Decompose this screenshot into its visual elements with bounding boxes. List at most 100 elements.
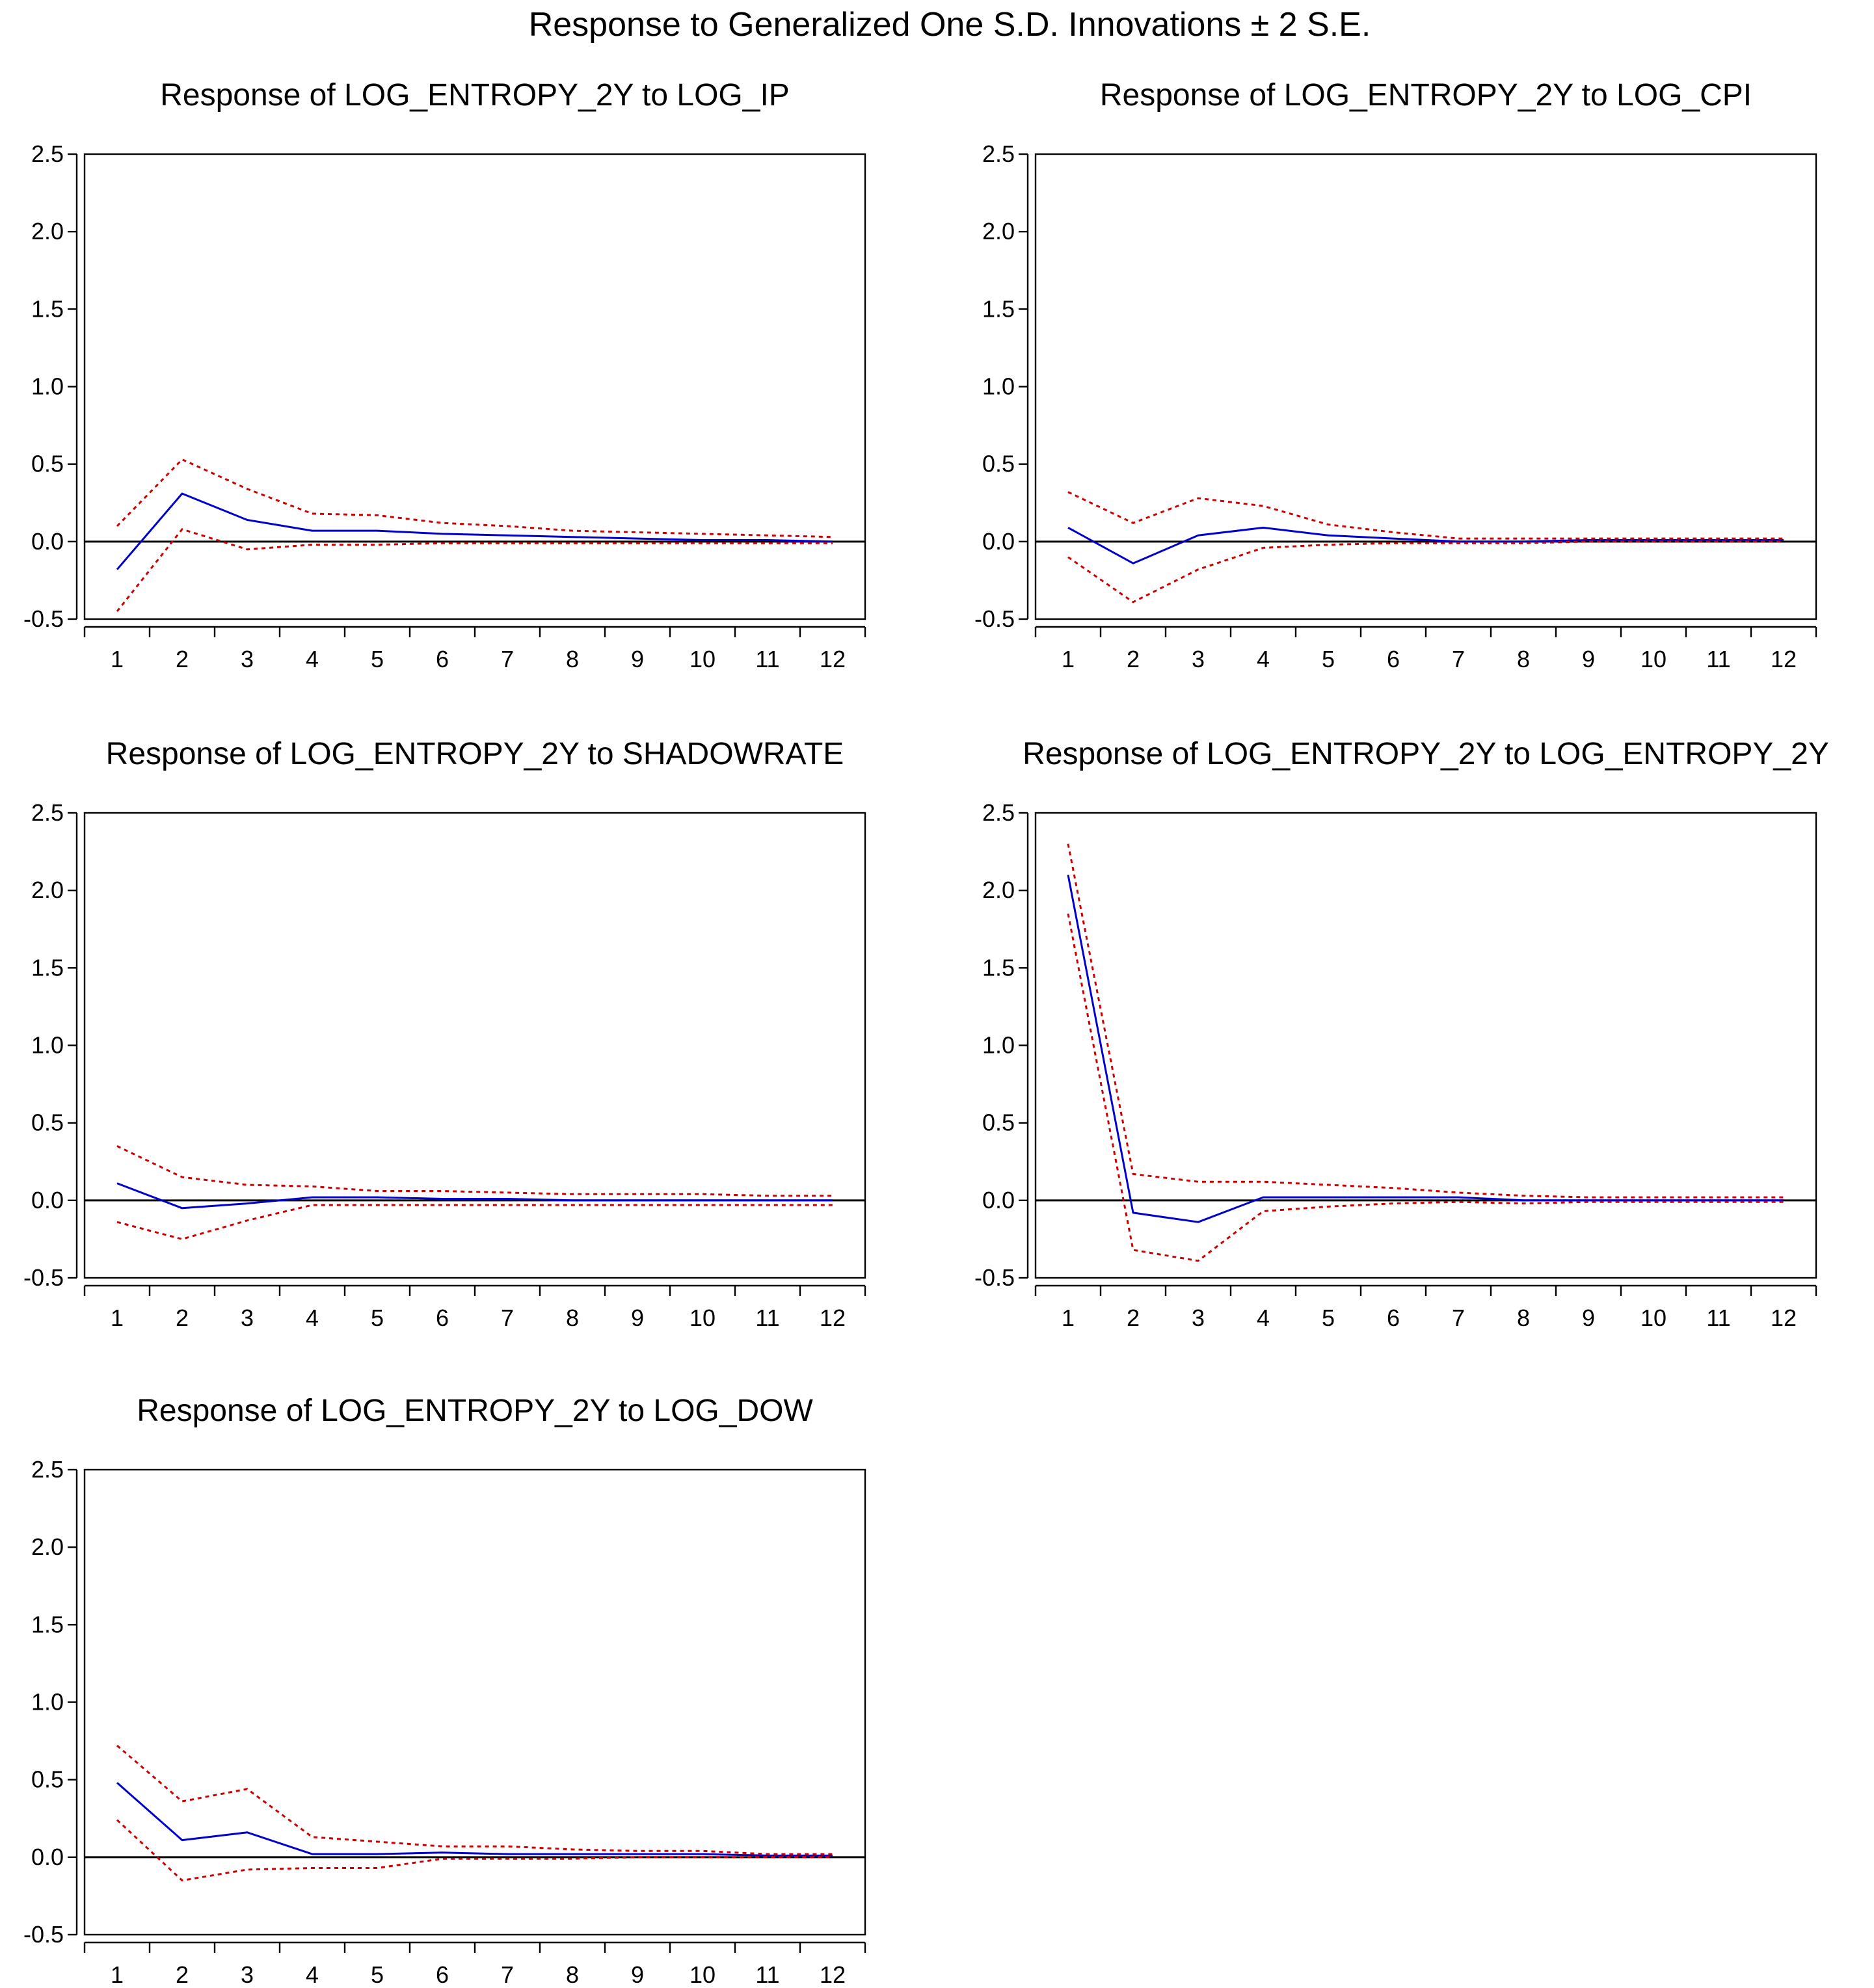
y-tick-label: 1.5 xyxy=(31,1611,64,1637)
x-tick-label: 1 xyxy=(111,1961,124,1988)
panel-title: Response of LOG_ENTROPY_2Y to SHADOWRATE xyxy=(106,737,844,771)
band-upper-line xyxy=(116,1745,833,1855)
y-tick-label: 2.0 xyxy=(982,218,1015,245)
y-tick-label: 1.0 xyxy=(31,1689,64,1716)
y-tick-label: 1.5 xyxy=(982,954,1015,981)
y-tick-label: -0.5 xyxy=(23,605,64,632)
panel-title: Response of LOG_ENTROPY_2Y to LOG_ENTROP… xyxy=(1023,737,1829,771)
plot-frame xyxy=(83,153,866,620)
band-upper-line xyxy=(1067,491,1784,540)
x-tick-label: 9 xyxy=(631,646,644,672)
y-tick-label: 0.0 xyxy=(31,1844,64,1870)
response-line xyxy=(116,1782,833,1857)
x-tick-label: 12 xyxy=(1771,646,1797,672)
x-tick-label: 4 xyxy=(1257,646,1270,672)
x-tick-label: 11 xyxy=(755,646,779,672)
x-tick-label: 7 xyxy=(1452,1305,1465,1331)
x-tick-label: 3 xyxy=(1192,1305,1205,1331)
y-tick-label: 0.5 xyxy=(982,1109,1015,1136)
y-tick-label: 2.5 xyxy=(31,140,64,167)
x-tick-label: 9 xyxy=(1582,1305,1595,1331)
y-tick-label: 2.5 xyxy=(982,799,1015,826)
y-tick-label: 2.0 xyxy=(31,877,64,903)
band-upper-line xyxy=(116,458,833,538)
y-tick-label: 0.5 xyxy=(31,1766,64,1793)
panel-3: Response of LOG_ENTROPY_2Y to SHADOWRATE… xyxy=(23,737,866,1331)
y-tick-label: 0.0 xyxy=(982,1187,1015,1213)
x-tick-label: 7 xyxy=(1452,646,1465,672)
x-tick-label: 12 xyxy=(1771,1305,1797,1331)
x-tick-label: 4 xyxy=(1257,1305,1270,1331)
y-tick-label: 1.0 xyxy=(31,373,64,400)
x-tick-label: 12 xyxy=(820,646,846,672)
x-tick-label: 9 xyxy=(631,1961,644,1988)
y-tick-label: 1.5 xyxy=(31,954,64,981)
x-tick-label: 5 xyxy=(371,646,384,672)
x-tick-label: 5 xyxy=(1322,1305,1335,1331)
plot-frame xyxy=(1034,153,1817,620)
x-tick-label: 5 xyxy=(1322,646,1335,672)
x-tick-label: 10 xyxy=(689,1305,716,1331)
y-tick-label: 0.5 xyxy=(982,451,1015,477)
y-tick-label: 0.0 xyxy=(31,528,64,555)
y-tick-label: 2.5 xyxy=(31,1456,64,1483)
response-line xyxy=(116,492,833,570)
plot-frame xyxy=(83,812,866,1279)
figure-title: Response to Generalized One S.D. Innovat… xyxy=(529,6,1371,44)
x-tick-label: 12 xyxy=(820,1961,846,1988)
x-tick-label: 2 xyxy=(176,1961,189,1988)
band-upper-line xyxy=(1067,843,1784,1199)
x-tick-label: 11 xyxy=(1706,1305,1730,1331)
x-tick-label: 6 xyxy=(436,1305,449,1331)
x-tick-label: 10 xyxy=(1640,646,1667,672)
y-tick-label: 1.0 xyxy=(31,1032,64,1059)
y-tick-label: -0.5 xyxy=(974,1264,1015,1291)
y-tick-label: 2.0 xyxy=(982,877,1015,903)
x-tick-label: 5 xyxy=(371,1961,384,1988)
x-tick-label: 2 xyxy=(176,1305,189,1331)
panel-2: Response of LOG_ENTROPY_2Y to LOG_CPI -0.… xyxy=(974,78,1817,672)
x-tick-label: 3 xyxy=(1192,646,1205,672)
y-tick-label: -0.5 xyxy=(23,1921,64,1948)
response-line xyxy=(1067,875,1784,1223)
band-upper-line xyxy=(116,1145,833,1197)
x-tick-label: 6 xyxy=(1387,646,1400,672)
band-lower-line xyxy=(116,1204,833,1240)
x-tick-label: 8 xyxy=(1517,646,1530,672)
x-tick-label: 7 xyxy=(501,1305,514,1331)
band-lower-line xyxy=(1067,540,1784,603)
x-tick-label: 9 xyxy=(631,1305,644,1331)
y-tick-label: 0.0 xyxy=(982,528,1015,555)
x-tick-label: 8 xyxy=(566,1961,579,1988)
x-tick-label: 9 xyxy=(1582,646,1595,672)
x-tick-label: 8 xyxy=(566,1305,579,1331)
panel-4: Response of LOG_ENTROPY_2Y to LOG_ENTROP… xyxy=(974,737,1829,1331)
plot-frame xyxy=(1034,812,1817,1279)
x-tick-label: 10 xyxy=(689,646,716,672)
y-tick-label: 0.5 xyxy=(31,1109,64,1136)
band-lower-line xyxy=(1067,913,1784,1262)
x-tick-label: 3 xyxy=(241,646,254,672)
x-tick-label: 8 xyxy=(566,646,579,672)
panel-5: Response of LOG_ENTROPY_2Y to LOG_DOW -0.… xyxy=(23,1394,866,1988)
x-tick-label: 6 xyxy=(1387,1305,1400,1331)
x-tick-label: 8 xyxy=(1517,1305,1530,1331)
response-line xyxy=(1067,526,1784,564)
x-tick-label: 6 xyxy=(436,646,449,672)
x-tick-label: 7 xyxy=(501,646,514,672)
panel-1: Response of LOG_ENTROPY_2Y to LOG_IP -0.5… xyxy=(23,78,866,672)
band-lower-line xyxy=(116,1819,833,1882)
x-tick-label: 3 xyxy=(241,1961,254,1988)
y-tick-label: 1.5 xyxy=(982,295,1015,322)
x-tick-label: 5 xyxy=(371,1305,384,1331)
y-tick-label: -0.5 xyxy=(974,605,1015,632)
y-tick-label: 1.0 xyxy=(982,373,1015,400)
x-tick-label: 4 xyxy=(306,1305,319,1331)
x-tick-label: 1 xyxy=(1062,646,1075,672)
x-tick-label: 11 xyxy=(1706,646,1730,672)
x-tick-label: 11 xyxy=(755,1305,779,1331)
x-tick-label: 1 xyxy=(111,1305,124,1331)
x-tick-label: 4 xyxy=(306,1961,319,1988)
x-tick-label: 1 xyxy=(1062,1305,1075,1331)
